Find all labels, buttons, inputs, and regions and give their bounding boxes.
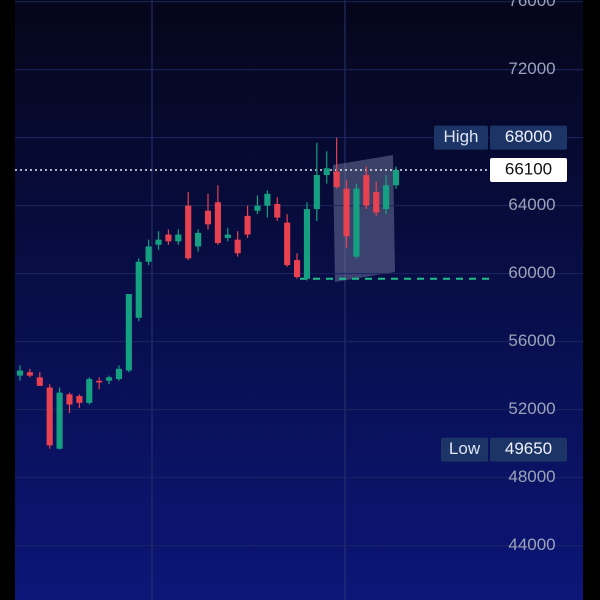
candles bbox=[16, 137, 400, 450]
candle-body bbox=[343, 188, 350, 237]
candle-body bbox=[86, 379, 93, 403]
candle-body bbox=[383, 185, 390, 210]
candle-body bbox=[175, 234, 182, 242]
tag-value-box bbox=[490, 125, 567, 150]
candle-body bbox=[165, 234, 172, 242]
candle-body bbox=[214, 202, 221, 244]
candle-body bbox=[145, 246, 152, 262]
tag-value-box bbox=[490, 437, 567, 462]
candle-body bbox=[284, 222, 291, 266]
candle-body bbox=[244, 215, 251, 235]
candle-body bbox=[303, 209, 311, 279]
candle-body bbox=[66, 394, 73, 405]
y-axis: 44000 48000 52000 56000 60000 64000 68000 72000… bbox=[508, 0, 555, 554]
candle-body bbox=[363, 175, 370, 206]
candle-body bbox=[16, 370, 24, 376]
y-tick-label: 72000 bbox=[508, 59, 555, 78]
candle-body bbox=[274, 203, 281, 218]
tag-value: 49650 bbox=[505, 439, 552, 458]
candle-body bbox=[195, 232, 202, 247]
candle-body bbox=[373, 192, 380, 213]
y-tick-label: 60000 bbox=[508, 263, 555, 282]
projection-area bbox=[333, 155, 395, 282]
candle-body bbox=[333, 171, 340, 187]
y-tick-label: 44000 bbox=[508, 535, 555, 554]
annotations: High 68000 66100 Low 49650 bbox=[434, 125, 567, 462]
tag-value: 68000 bbox=[505, 127, 552, 146]
candle-body bbox=[185, 205, 192, 259]
candle-body bbox=[293, 260, 301, 278]
candle-body bbox=[155, 239, 162, 245]
tag-label-box bbox=[441, 437, 488, 462]
candle-body bbox=[224, 234, 231, 238]
plot-background bbox=[15, 0, 583, 600]
candle-body bbox=[234, 239, 241, 254]
y-tick-label: 56000 bbox=[508, 331, 555, 350]
candle-body bbox=[115, 368, 123, 380]
candle-body bbox=[313, 175, 320, 210]
grid bbox=[15, 1, 583, 547]
candle-body bbox=[264, 193, 271, 206]
candle-body bbox=[46, 387, 53, 446]
tag-label-box bbox=[434, 125, 488, 150]
y-tick-label: 64000 bbox=[508, 195, 555, 214]
candle-body bbox=[135, 261, 142, 318]
candle-body bbox=[96, 380, 103, 383]
tag-label: High bbox=[444, 127, 479, 146]
candle-body bbox=[26, 372, 33, 376]
candle-body bbox=[323, 168, 330, 176]
candle-body bbox=[204, 210, 212, 225]
candle-body bbox=[36, 377, 43, 386]
candle-body bbox=[76, 396, 83, 403]
tag-value-box bbox=[490, 157, 567, 182]
candle-body bbox=[392, 169, 400, 186]
y-tick-label: 48000 bbox=[508, 467, 555, 486]
candle-body bbox=[353, 188, 360, 257]
y-tick-label: 76000 bbox=[508, 0, 555, 10]
tag-label: Low bbox=[449, 439, 481, 458]
candle-body bbox=[254, 205, 261, 211]
y-tick-label: 52000 bbox=[508, 399, 555, 418]
candle-body bbox=[105, 377, 113, 381]
candle-body bbox=[125, 294, 132, 371]
tag-value: 66100 bbox=[505, 159, 552, 178]
candle-body bbox=[56, 392, 63, 449]
